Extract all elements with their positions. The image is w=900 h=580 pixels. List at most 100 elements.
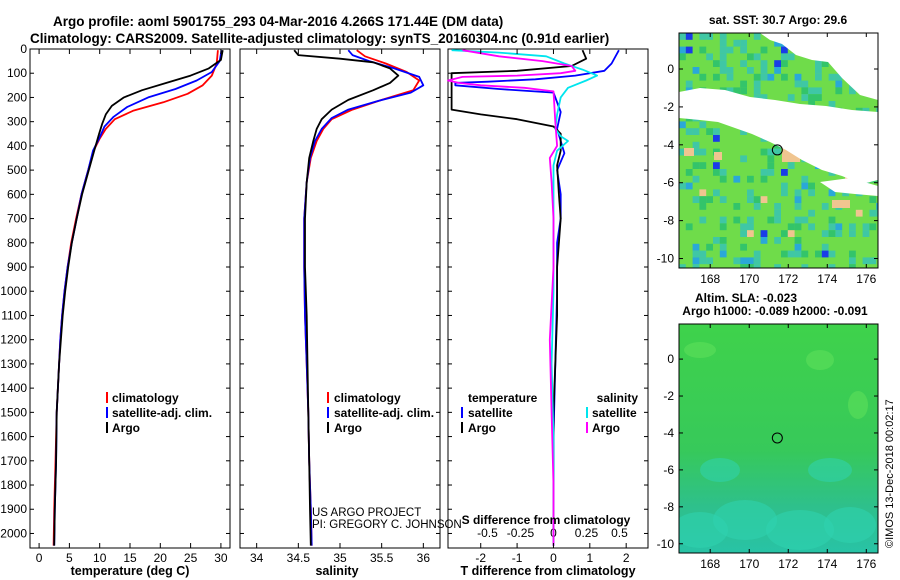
sla-blob bbox=[684, 342, 716, 358]
profile-line-argo bbox=[53, 50, 224, 546]
sst-cell bbox=[733, 216, 741, 224]
sst-cell bbox=[828, 223, 836, 231]
sst-cell bbox=[849, 250, 856, 258]
sst-cell bbox=[774, 264, 781, 268]
sst-cell bbox=[699, 148, 707, 156]
sst-cell bbox=[787, 94, 795, 101]
sst-cell bbox=[767, 148, 775, 156]
sst-cell bbox=[747, 67, 754, 74]
sst-warm-patch bbox=[714, 152, 722, 160]
sst-cell bbox=[719, 216, 727, 224]
x-tick-label: 36 bbox=[417, 551, 431, 565]
sst-cell bbox=[692, 175, 700, 183]
sst-cell bbox=[740, 257, 747, 265]
x-tick-label: 20 bbox=[154, 551, 168, 565]
sst-cell bbox=[753, 33, 761, 40]
sst-warm-patch bbox=[832, 200, 850, 208]
x-tick-label: 0 bbox=[36, 551, 43, 565]
sst-cell bbox=[787, 250, 795, 258]
sst-cell bbox=[774, 203, 781, 210]
sst-cell bbox=[801, 264, 809, 268]
t-difference-axis-label: T difference from climatology bbox=[460, 564, 635, 578]
sst-cell bbox=[713, 73, 720, 81]
sst-cell bbox=[692, 148, 700, 156]
land-region-central bbox=[679, 88, 878, 184]
sst-cell bbox=[767, 73, 775, 81]
sst-cell bbox=[781, 46, 788, 54]
sst-cell bbox=[719, 223, 727, 231]
sst-cell bbox=[821, 203, 829, 210]
sst-cell bbox=[794, 196, 802, 203]
project-credit: US ARGO PROJECT bbox=[312, 507, 421, 519]
x-tick-label: -1 bbox=[512, 551, 523, 565]
sst-cell bbox=[699, 73, 707, 81]
sst-cell bbox=[685, 169, 693, 176]
legend-swatch-satellite bbox=[106, 407, 108, 418]
profile-line-climatology bbox=[52, 50, 219, 546]
legend-label-t-satellite: satellite bbox=[468, 406, 513, 420]
sst-cell bbox=[815, 73, 822, 81]
depth-tick-label: 400 bbox=[7, 139, 27, 153]
depth-tick-label: 1800 bbox=[0, 478, 27, 492]
temperature-profiles bbox=[52, 50, 224, 546]
x-tick-label: 1 bbox=[586, 551, 593, 565]
sst-cell bbox=[679, 121, 686, 129]
sst-cell bbox=[713, 128, 720, 135]
sst-cell bbox=[753, 73, 761, 81]
sst-cell bbox=[794, 216, 802, 224]
sla-blob bbox=[848, 391, 868, 419]
legend-label-satellite: satellite-adj. clim. bbox=[334, 406, 434, 420]
sst-cell bbox=[747, 196, 754, 203]
profile-line-t-satellite bbox=[454, 49, 620, 546]
legend-swatch-climatology bbox=[327, 392, 329, 403]
sst-cell bbox=[747, 189, 754, 197]
lon-tick-label: 172 bbox=[778, 557, 798, 571]
profile-line-s-satellite bbox=[451, 49, 598, 546]
profile-line-satellite-adj-clim- bbox=[53, 50, 223, 546]
sst-cell bbox=[706, 53, 713, 61]
sst-cell bbox=[685, 80, 693, 88]
sst-cell bbox=[692, 250, 700, 258]
title-line-1: Argo profile: aoml 5901755_293 04-Mar-20… bbox=[53, 14, 503, 29]
sst-cell bbox=[699, 257, 707, 265]
sst-map-panel: sat. SST: 30.7 Argo: 29.6 0 -2 -4 -6 -8 -10 1… bbox=[657, 13, 879, 286]
argo-location-marker bbox=[771, 432, 783, 444]
sst-cell bbox=[808, 87, 815, 95]
sst-cell bbox=[794, 223, 802, 231]
sst-cell bbox=[781, 189, 788, 197]
sst-cell bbox=[849, 264, 856, 268]
sst-cell bbox=[740, 128, 747, 135]
sst-cell bbox=[760, 67, 768, 74]
sst-cell bbox=[869, 209, 877, 217]
temperature-axis-label: temperature (deg C) bbox=[71, 564, 190, 578]
difference-plot-frame bbox=[447, 48, 649, 549]
sst-cell bbox=[828, 189, 836, 197]
sst-cell bbox=[733, 175, 741, 183]
sst-cell bbox=[740, 243, 747, 251]
sst-cell bbox=[835, 223, 843, 231]
x-tick-label: 15 bbox=[123, 551, 137, 565]
lat-tick-label: -10 bbox=[657, 252, 675, 266]
depth-tick-label: 500 bbox=[7, 163, 27, 177]
sst-cell bbox=[740, 60, 747, 67]
sst-cell bbox=[679, 46, 686, 54]
legend-swatch-climatology bbox=[106, 392, 108, 403]
x-tick-label: 5 bbox=[66, 551, 73, 565]
sst-cell bbox=[706, 243, 713, 251]
salinity-axis-label: salinity bbox=[315, 564, 358, 578]
sst-cell bbox=[801, 216, 809, 224]
sst-cell bbox=[726, 46, 734, 54]
sst-cell bbox=[733, 87, 741, 95]
sst-cell bbox=[760, 73, 768, 81]
salinity-profiles bbox=[293, 49, 425, 546]
sst-cell bbox=[869, 223, 877, 231]
profile-line-satellite-adj-clim- bbox=[303, 49, 425, 546]
sst-cell bbox=[685, 46, 693, 54]
sst-cell bbox=[753, 94, 761, 101]
sst-cell bbox=[699, 33, 707, 40]
sst-cell bbox=[713, 189, 720, 197]
sla-blob bbox=[700, 458, 740, 482]
lon-tick-label: 174 bbox=[817, 557, 837, 571]
lat-tick-label: 0 bbox=[667, 352, 674, 366]
sst-cell bbox=[685, 182, 693, 190]
